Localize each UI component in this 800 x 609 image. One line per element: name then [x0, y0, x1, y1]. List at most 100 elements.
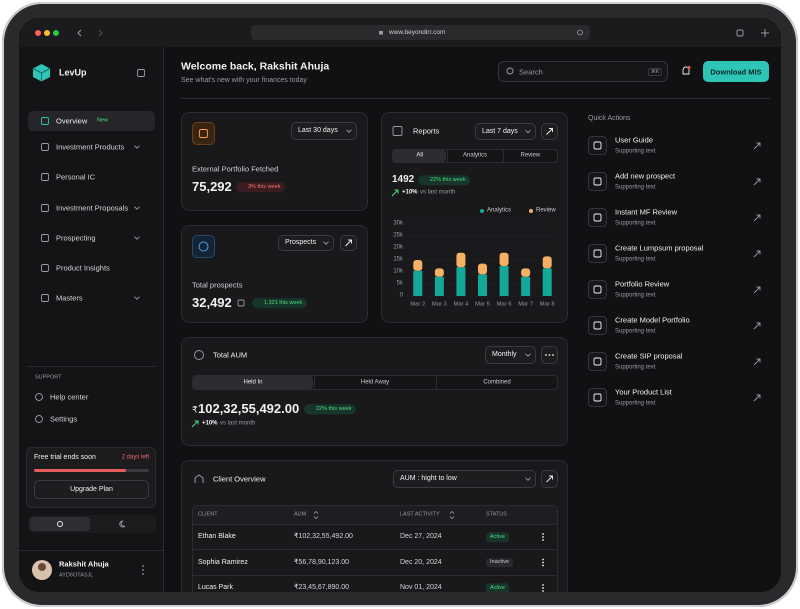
quick-action-icon — [588, 316, 607, 335]
period-dropdown[interactable] — [291, 122, 357, 140]
section-title: Quick Actions — [588, 114, 631, 122]
nav-label[interactable]: Personal IC — [56, 172, 96, 182]
download-button[interactable] — [703, 61, 769, 82]
brand: LevUp — [59, 67, 87, 78]
quick-action-icon — [588, 244, 607, 263]
table-row[interactable] — [192, 550, 558, 576]
legend-swatch — [529, 209, 533, 213]
icon — [593, 393, 602, 402]
table-cell: Nov 01, 2024 — [400, 583, 442, 591]
nav-label[interactable]: Masters — [56, 293, 83, 303]
quick-action-title[interactable]: Your Product List — [615, 387, 672, 397]
header-divider — [181, 98, 770, 99]
delta-note: vs last month — [420, 189, 456, 196]
quick-action-title[interactable]: User Guide — [615, 135, 653, 145]
url-bar[interactable] — [251, 25, 590, 40]
status-pill: Active — [486, 532, 509, 542]
quick-action-subtitle: Supporting text — [615, 364, 656, 371]
report-tabs-tab[interactable]: Analytics — [462, 152, 488, 159]
period-dropdown[interactable] — [475, 123, 536, 140]
quick-action-title[interactable]: Portfolio Review — [615, 279, 670, 289]
quick-action-title[interactable]: Instant MF Review — [615, 207, 678, 217]
prospects-icon — [192, 235, 215, 258]
quick-action-title[interactable]: Add new prospect — [615, 171, 676, 181]
aum-tabs-active[interactable] — [193, 376, 313, 389]
metric-label: Total prospects — [192, 280, 243, 290]
bar-segment — [478, 263, 487, 275]
nav-label[interactable]: Investment Proposals — [56, 203, 129, 213]
x-tick-label: Mar 5 — [475, 301, 490, 308]
table-row[interactable] — [192, 524, 558, 550]
nav-label[interactable]: Product Insights — [56, 263, 110, 273]
forward-icon — [98, 29, 103, 37]
chevron-icon — [134, 296, 140, 300]
bar-segment — [434, 268, 444, 277]
delta-note: vs last month — [220, 420, 256, 427]
menu-dot — [142, 569, 144, 571]
nav-label[interactable]: Prospecting — [56, 233, 96, 243]
icon — [41, 173, 49, 181]
icon — [41, 143, 49, 151]
page-subtitle: See what's new with your finances today — [181, 76, 307, 84]
bar-segment — [499, 252, 509, 266]
report-tabs-active[interactable] — [393, 150, 447, 162]
x-tick-label: Mar 3 — [431, 301, 447, 308]
table-cell: Dec 27, 2024 — [400, 532, 442, 540]
search-box[interactable] — [498, 61, 668, 82]
arrow-icon — [753, 358, 761, 366]
page-title: Welcome back, Rakshit Ahuja — [181, 60, 330, 73]
report-tabs-tab[interactable]: All — [416, 152, 423, 159]
theme-light[interactable] — [30, 517, 90, 531]
sidebar-divider — [27, 366, 156, 367]
support-link[interactable]: Settings — [50, 414, 78, 424]
quick-action-icon — [588, 208, 607, 227]
legend-label: Review — [536, 207, 556, 214]
y-tick-label: 10k — [393, 268, 403, 275]
aum-tabs-tab[interactable]: Held In — [243, 378, 263, 385]
quick-action-title[interactable]: Create Model Portfolio — [615, 315, 690, 325]
quick-action-title[interactable]: Create Lumpsum proposal — [615, 243, 704, 253]
menu-dot — [542, 561, 544, 564]
sort-dropdown[interactable] — [393, 470, 536, 488]
menu-dot — [542, 587, 544, 589]
x-tick-label: Mar 4 — [453, 301, 469, 308]
quick-action-title[interactable]: Create SIP proposal — [615, 351, 683, 361]
arrow-icon — [546, 128, 553, 135]
aum-tabs-tab[interactable]: Combined — [483, 378, 511, 385]
aum-tabs-tab[interactable]: Held Away — [360, 378, 390, 385]
bar-segment — [413, 270, 423, 296]
icon-layer — [32, 29, 769, 592]
table-row[interactable] — [192, 575, 558, 592]
upgrade-button[interactable] — [34, 480, 149, 499]
bar-segment — [413, 260, 423, 271]
status-pill: Inactive — [486, 557, 513, 568]
icon — [41, 294, 49, 302]
nav-label[interactable]: Investment Products — [56, 142, 125, 152]
url: www.beyondirr.com — [389, 28, 446, 36]
nav-label[interactable]: Overview — [56, 116, 88, 126]
bar-segment — [456, 252, 466, 268]
x-tick-label: Mar 8 — [539, 301, 555, 308]
menu-dot — [548, 354, 551, 356]
window-dot — [35, 30, 41, 36]
download-label[interactable]: Download MIS — [710, 67, 762, 76]
quick-action-subtitle: Supporting text — [615, 184, 656, 191]
legend-swatch — [480, 209, 484, 213]
arrow-icon — [191, 420, 199, 428]
report-tabs-tab[interactable]: Review — [520, 152, 541, 159]
support-link[interactable]: Help center — [50, 392, 89, 402]
chevron-icon — [525, 129, 531, 134]
menu-dot — [542, 584, 544, 586]
chevron-icon — [323, 241, 329, 245]
arrow-icon — [753, 394, 761, 402]
icon — [237, 299, 245, 307]
prospects-dropdown[interactable] — [278, 235, 334, 251]
card-title: Client Overview — [213, 474, 266, 484]
report-tabs-divider — [447, 150, 449, 162]
notification-dot — [687, 65, 691, 70]
back-icon — [77, 29, 82, 37]
upgrade-label[interactable]: Upgrade Plan — [70, 485, 113, 493]
support-icon — [35, 393, 43, 401]
metric-value: 75,292 — [192, 179, 232, 195]
period-dropdown[interactable] — [485, 346, 536, 364]
